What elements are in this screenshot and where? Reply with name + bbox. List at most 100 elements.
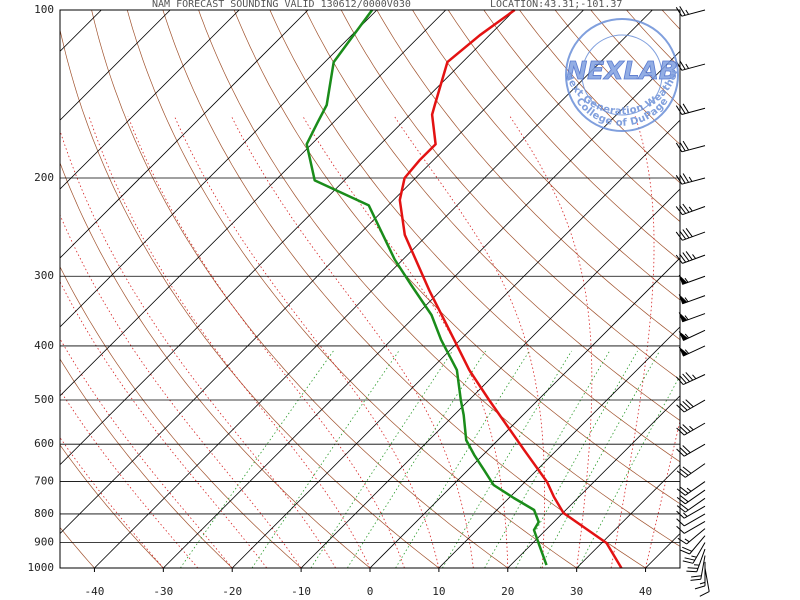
isotherm — [60, 10, 515, 466]
wind-barb-staff — [675, 228, 706, 241]
dry-adiabat — [91, 10, 509, 568]
wind-barb-staff — [690, 555, 706, 581]
moist-adiabat — [127, 116, 405, 568]
dry-adiabat — [519, 10, 680, 184]
dry-adiabat — [483, 10, 680, 223]
wind-barb — [676, 489, 706, 505]
wind-barb-staff — [675, 140, 706, 153]
isotherm — [60, 10, 171, 121]
dry-adiabat — [412, 10, 680, 301]
x-tick-label: 0 — [367, 585, 374, 598]
isotherm — [369, 257, 680, 568]
isotherm — [94, 10, 653, 568]
wind-barb-staff — [676, 481, 706, 496]
profile-line — [305, 9, 548, 566]
wind-barb-staff — [679, 535, 706, 555]
logo-title: NEXLAB — [566, 56, 678, 85]
logo-ring — [565, 18, 679, 132]
wind-barb-staff — [686, 548, 706, 573]
isotherm — [163, 50, 680, 568]
wind-barb — [699, 567, 710, 597]
wind-barb-staff — [677, 528, 706, 545]
mixing-ratio-line — [578, 374, 680, 568]
wind-barb — [676, 481, 706, 496]
dry-adiabat — [162, 10, 646, 568]
wind-barb — [677, 528, 706, 545]
wind-barb — [675, 251, 706, 264]
wind-barb — [675, 6, 706, 17]
wind-barb — [690, 555, 706, 581]
x-tick-label: 20 — [501, 585, 514, 598]
logo-ring — [581, 34, 663, 116]
moist-adiabat — [610, 116, 655, 568]
wind-barb-pennant — [678, 312, 688, 323]
wind-barb — [686, 548, 706, 573]
wind-barb-staff — [675, 60, 706, 71]
dry-adiabat — [447, 10, 680, 262]
moist-adiabat — [60, 436, 164, 568]
wind-barb-staff — [676, 489, 706, 505]
y-tick-label: 400 — [34, 339, 54, 352]
wind-barb — [679, 535, 706, 555]
x-tick-label: 40 — [639, 585, 652, 598]
wind-barb — [678, 312, 706, 323]
dry-adiabat — [60, 444, 164, 568]
mixing-ratio-line — [484, 350, 610, 568]
profile-line — [398, 8, 623, 569]
moist-adiabat — [88, 116, 371, 568]
x-tick-label: -40 — [85, 585, 105, 598]
wind-barb-staff — [699, 567, 710, 597]
dry-adiabat — [340, 10, 680, 381]
isotherm — [60, 10, 584, 535]
x-tick-label: -10 — [291, 585, 311, 598]
wind-barb-staff — [675, 203, 706, 216]
wind-barb — [682, 542, 706, 564]
plot-frame — [59, 9, 681, 569]
dry-adiabat — [269, 10, 680, 463]
mixing-ratio-line — [310, 350, 453, 568]
wind-barb — [676, 463, 706, 478]
dry-adiabat — [60, 266, 302, 568]
wind-barb-staff — [676, 497, 706, 513]
moist-adiabat — [645, 419, 680, 568]
reference-lines — [60, 10, 680, 568]
isotherm — [60, 10, 309, 259]
wind-barb — [678, 345, 706, 357]
isotherm — [300, 188, 680, 568]
wind-barb-staff — [675, 103, 706, 115]
moist-adiabat — [60, 129, 336, 568]
dry-adiabat — [233, 10, 680, 505]
wind-barb — [675, 228, 706, 241]
wind-barb-staff — [675, 173, 706, 185]
wind-barb-staff — [675, 251, 706, 264]
moist-adiabat — [509, 115, 593, 568]
moist-adiabat — [231, 116, 474, 568]
y-tick-label: 500 — [34, 393, 54, 406]
wind-barb-pennant — [678, 274, 688, 285]
wind-barb-pennant — [678, 346, 689, 357]
wind-barb — [694, 561, 706, 590]
isotherm — [507, 395, 680, 568]
dry-adiabat — [60, 28, 440, 568]
mixing-ratio-line — [180, 350, 334, 568]
wind-barb — [678, 329, 706, 341]
dry-adiabat — [126, 10, 577, 568]
x-tick-label: 30 — [570, 585, 583, 598]
dry-adiabat — [305, 10, 680, 421]
dry-adiabat — [590, 10, 680, 107]
moist-adiabat — [60, 213, 302, 568]
y-tick-label: 300 — [34, 269, 54, 282]
wind-barb-staff — [675, 6, 706, 17]
dry-adiabat — [60, 358, 233, 568]
moist-adiabat — [302, 115, 509, 568]
moist-adiabat — [393, 115, 545, 568]
x-tick-label: -30 — [153, 585, 173, 598]
y-tick-label: 600 — [34, 437, 54, 450]
dry-adiabat — [376, 10, 680, 341]
mixing-ratio-line — [395, 350, 530, 568]
isotherm — [576, 464, 680, 568]
wind-barb-staff — [682, 542, 706, 564]
chart-title: NAM FORECAST SOUNDING VALID 130612/0000V… — [152, 0, 411, 10]
